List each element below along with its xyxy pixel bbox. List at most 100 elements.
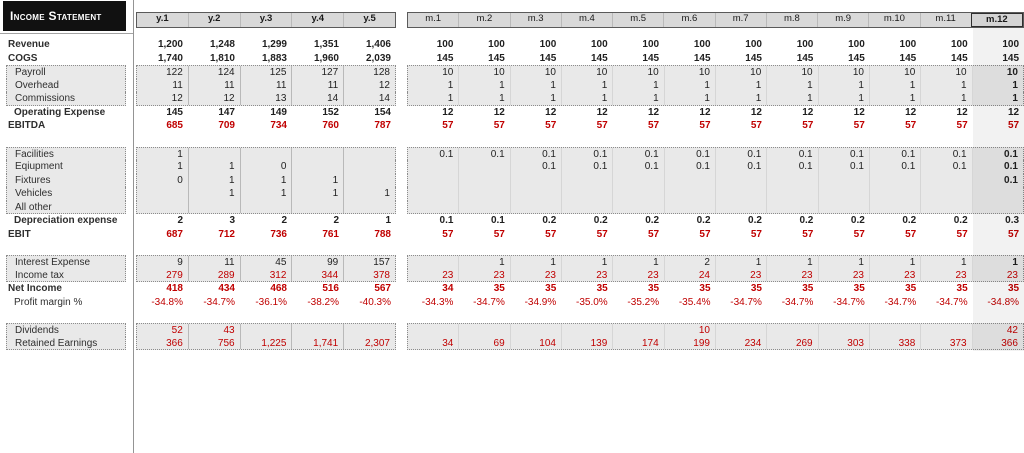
row-label[interactable]: Payroll [6,65,126,79]
cell[interactable]: 12 [853,106,865,118]
cell[interactable]: 100 [796,39,814,50]
cell[interactable]: 23 [511,268,562,281]
cell[interactable]: 418 [166,283,183,294]
cell[interactable]: 1,740 [157,52,183,64]
column-header[interactable]: y.4 [291,13,343,27]
cell[interactable]: 1 [189,160,241,174]
cell[interactable]: 35 [699,283,711,294]
cell[interactable] [767,200,819,213]
row-label[interactable]: Profit margin % [14,296,83,308]
cell[interactable]: 23 [716,268,768,281]
cell[interactable]: 373 [921,336,973,349]
cell[interactable]: 10 [665,324,716,337]
cell[interactable]: 14 [378,93,390,104]
cell[interactable]: 1 [384,188,390,199]
column-header[interactable]: m.6 [663,13,714,27]
cell[interactable]: 567 [374,283,391,294]
cell[interactable]: 0.2 [748,215,762,226]
row-label[interactable]: Revenue [8,39,50,50]
cell[interactable]: 1 [819,78,870,92]
cell[interactable] [613,173,665,187]
cell[interactable]: 127 [292,66,345,79]
cell[interactable]: 1 [408,78,460,92]
cell[interactable]: 1,351 [313,39,339,50]
cell[interactable] [189,200,241,213]
cell[interactable]: 1 [189,187,241,201]
cell[interactable]: 0.1 [459,147,511,160]
cell[interactable] [562,200,614,213]
cell[interactable]: 269 [767,336,819,349]
cell[interactable]: 11 [137,78,189,92]
cell[interactable]: 10 [921,66,973,79]
cell[interactable] [344,160,395,174]
row-label[interactable]: Retained Earnings [6,336,126,350]
cell[interactable]: 0.1 [613,160,665,174]
cell[interactable]: 57 [647,120,660,131]
cell[interactable]: 35 [596,283,608,294]
cell[interactable]: 289 [189,268,241,281]
cell[interactable]: 1 [459,256,511,269]
cell[interactable]: 57 [956,228,968,240]
cell[interactable]: 34 [442,283,454,294]
cell[interactable]: 145 [848,52,865,64]
cell[interactable]: 57 [802,228,814,240]
column-header[interactable]: m.3 [509,13,561,27]
cell[interactable] [973,201,1023,214]
cell[interactable]: 1 [1012,79,1018,91]
cell[interactable]: 1 [385,215,391,226]
cell[interactable]: 152 [322,106,339,118]
cell[interactable] [716,324,768,337]
cell[interactable]: 57 [1007,120,1020,131]
cell[interactable]: 0.1 [716,147,768,160]
cell[interactable]: 12 [802,106,814,118]
cell[interactable]: 154 [374,106,391,118]
cell[interactable]: 1 [459,92,511,105]
cell[interactable]: 0.1 [870,160,922,174]
cell[interactable]: 1 [613,92,665,105]
cell[interactable] [921,187,973,201]
cell[interactable]: 1,810 [209,52,235,64]
cell[interactable]: 344 [292,268,345,281]
cell[interactable]: 99 [292,256,345,269]
cell[interactable]: 35 [905,283,917,294]
cell[interactable] [870,187,922,201]
cell[interactable]: 1 [511,256,562,269]
cell[interactable]: 14 [292,92,345,105]
cell[interactable]: 1 [459,78,511,92]
cell[interactable]: 1 [921,78,973,92]
cell[interactable]: 468 [270,283,287,294]
cell[interactable] [562,324,614,337]
cell[interactable]: 788 [374,228,391,240]
cell[interactable]: 100 [488,39,505,50]
cell[interactable] [870,324,922,337]
cell[interactable]: -34.7% [833,296,865,308]
cell[interactable] [408,187,460,201]
cell[interactable]: 12 [493,106,505,118]
cell[interactable]: 100 [642,39,660,50]
cell[interactable]: 2 [333,215,339,226]
cell[interactable]: 366 [137,336,189,349]
column-header[interactable]: m.4 [560,13,612,27]
cell[interactable]: 57 [853,120,865,131]
cell[interactable]: 2,307 [364,337,390,349]
cell[interactable]: 11 [241,78,293,92]
cell[interactable] [459,160,511,174]
cell[interactable]: 0.2 [902,215,917,226]
cell[interactable] [921,173,973,187]
cell[interactable]: 11 [189,256,241,269]
cell[interactable]: 0 [241,160,293,174]
cell[interactable]: 23 [870,268,922,281]
cell[interactable]: 1 [408,92,460,105]
cell[interactable]: 57 [853,228,865,240]
row-label[interactable]: Overhead [6,78,126,92]
cell[interactable]: -34.8% [987,296,1020,308]
cell[interactable]: 145 [166,106,183,118]
cell[interactable] [344,201,395,214]
cell[interactable]: 0.2 [645,215,660,226]
column-header[interactable]: y.2 [187,13,240,27]
row-label[interactable]: Eqiupment [6,160,126,174]
cell[interactable]: 0.1 [1004,161,1018,172]
cell[interactable]: 35 [853,283,865,294]
column-header[interactable]: m.2 [458,13,509,27]
cell[interactable]: 0.1 [819,160,870,174]
